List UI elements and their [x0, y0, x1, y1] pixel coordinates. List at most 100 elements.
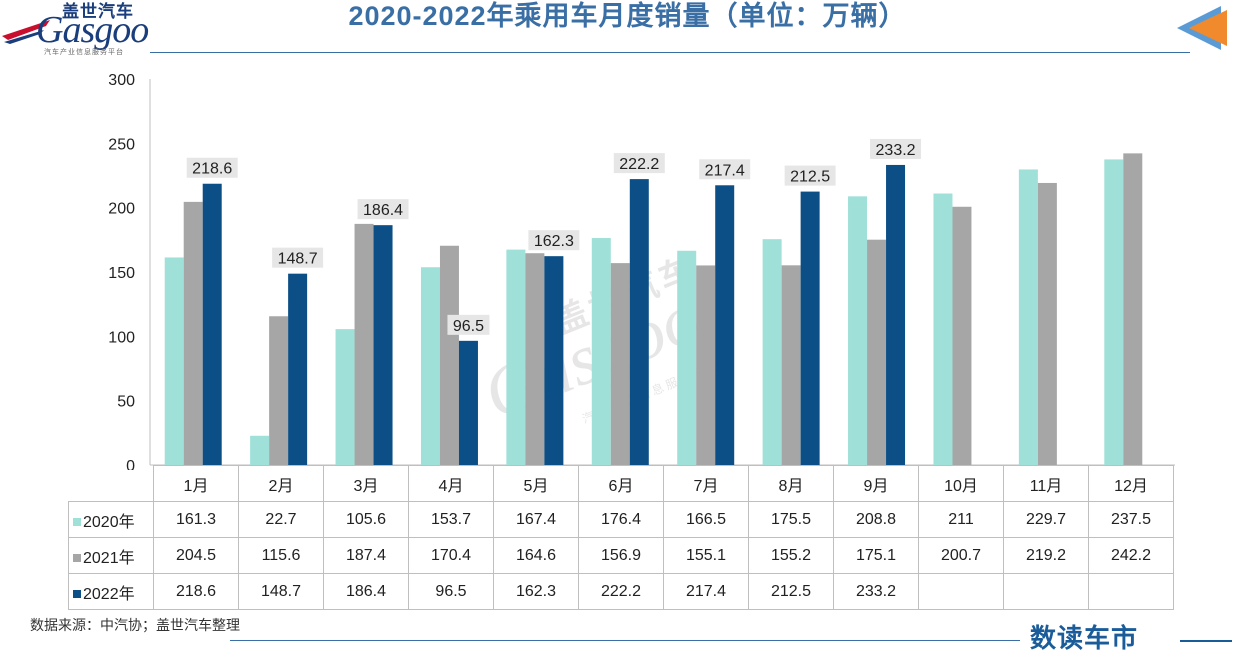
table-cell: 222.2	[578, 573, 664, 610]
table-cell: 156.9	[578, 537, 664, 574]
header-divider	[150, 52, 1190, 53]
legend-label: 2021年	[83, 549, 135, 567]
table-cell: 200.7	[918, 537, 1004, 574]
category-label: 7月	[663, 465, 749, 502]
y-tick-label: 250	[108, 136, 135, 153]
bar-2021年-5月	[525, 253, 545, 465]
bar-2021年-6月	[610, 263, 630, 465]
bar-2020年-12月	[1104, 159, 1124, 465]
data-label: 222.2	[619, 156, 659, 173]
table-cell	[1088, 573, 1174, 610]
table-cell: 153.7	[408, 501, 494, 538]
y-tick-label: 300	[108, 72, 135, 89]
table-cell: 166.5	[663, 501, 749, 538]
category-label: 3月	[323, 465, 409, 502]
bar-2020年-7月	[677, 250, 697, 465]
table-corner	[68, 465, 154, 502]
bar-2021年-3月	[354, 223, 374, 465]
table-cell: 115.6	[238, 537, 324, 574]
bar-2022年-3月	[373, 225, 393, 465]
category-label: 12月	[1088, 465, 1174, 502]
data-label-bg	[447, 314, 490, 335]
table-cell: 208.8	[833, 501, 919, 538]
y-tick-label: 150	[108, 265, 135, 282]
table-cell: 170.4	[408, 537, 494, 574]
data-label: 186.4	[363, 202, 403, 219]
data-label-bg	[357, 199, 409, 220]
legend-swatch-icon	[73, 518, 81, 527]
legend-entry: 2022年	[68, 573, 154, 610]
data-table: 1月 2月 3月 4月 5月 6月 7月 8月 9月 10月 11月 12月 2020年 161.3 22…	[68, 465, 1174, 610]
table-cell: 219.2	[1003, 537, 1089, 574]
table-cell: 211	[918, 501, 1004, 538]
legend-swatch-icon	[73, 590, 81, 599]
footer-brand: 数读车市	[1030, 623, 1139, 653]
data-label: 148.7	[278, 251, 318, 268]
category-label: 2月	[238, 465, 324, 502]
data-label-bg	[613, 153, 665, 174]
bar-2021年-7月	[696, 265, 716, 465]
category-label: 5月	[493, 465, 579, 502]
data-source-note: 数据来源：中汽协；盖世汽车整理	[30, 617, 240, 633]
category-label: 9月	[833, 465, 919, 502]
bar-2020年-11月	[1018, 169, 1038, 465]
table-header-row: 1月 2月 3月 4月 5月 6月 7月 8月 9月 10月 11月 12月	[68, 465, 1174, 502]
logo-subtitle: 汽车产业信息服务平台	[44, 49, 124, 56]
data-label-bg	[186, 157, 238, 178]
bar-2022年-5月	[544, 256, 564, 465]
logo-swoosh-icon	[2, 20, 50, 44]
bar-2021年-10月	[952, 206, 972, 466]
table-cell: 217.4	[663, 573, 749, 610]
back-arrow-icon[interactable]	[1175, 4, 1231, 52]
table-cell: 96.5	[408, 573, 494, 610]
table-cell: 233.2	[833, 573, 919, 610]
data-label: 233.2	[876, 142, 916, 159]
data-label-bg	[528, 230, 580, 251]
table-cell: 161.3	[153, 501, 239, 538]
legend-entry: 2021年	[68, 537, 154, 574]
bar-2021年-2月	[269, 316, 289, 465]
table-body: 2020年 161.3 22.7 105.6 153.7 167.4 176.4 166.5 1…	[68, 501, 1174, 610]
table-cell: 105.6	[323, 501, 409, 538]
y-tick-label: 200	[108, 201, 135, 218]
table-cell: 187.4	[323, 537, 409, 574]
table-cell: 237.5	[1088, 501, 1174, 538]
category-label: 6月	[578, 465, 664, 502]
bar-2021年-4月	[439, 245, 459, 465]
table-cell: 22.7	[238, 501, 324, 538]
logo-chinese-text: 盖世汽车	[62, 2, 134, 21]
data-label: 217.4	[705, 162, 745, 179]
legend-label: 2020年	[83, 513, 135, 531]
data-label-bg	[699, 159, 751, 180]
bar-2020年-2月	[250, 435, 270, 465]
table-cell: 176.4	[578, 501, 664, 538]
bar-2020年-6月	[591, 238, 611, 465]
bar-2020年-8月	[762, 239, 782, 465]
bar-2022年-8月	[800, 191, 820, 466]
table-row: 2021年 204.5 115.6 187.4 170.4 164.6 156.9 155.1…	[68, 537, 1174, 574]
table-cell: 242.2	[1088, 537, 1174, 574]
bar-2020年-3月	[335, 329, 355, 465]
data-labels-group: 218.6 148.7 186.4 96.5 162.3 222.2 217.4 212.5 2…	[186, 138, 922, 335]
gasgoo-logo: 盖世汽车 Gasgoo 汽车产业信息服务平台	[0, 0, 160, 62]
table-row: 2020年 161.3 22.7 105.6 153.7 167.4 176.4 166.5 1…	[68, 501, 1174, 538]
y-tick-label: 100	[108, 329, 135, 346]
bar-2022年-9月	[886, 164, 906, 465]
table-cell: 164.6	[493, 537, 579, 574]
logo-english-text: Gasgoo	[36, 9, 149, 51]
bar-2021年-1月	[183, 201, 203, 466]
table-cell: 212.5	[748, 573, 834, 610]
data-label: 162.3	[534, 233, 574, 250]
data-label: 96.5	[453, 318, 484, 335]
bar-2021年-11月	[1037, 182, 1057, 466]
table-cell: 155.2	[748, 537, 834, 574]
bar-2020年-4月	[420, 267, 440, 465]
bars-group	[164, 153, 1143, 466]
chart-title: 2020-2022年乘用车月度销量（单位：万辆）	[348, 1, 907, 31]
legend-entry: 2020年	[68, 501, 154, 538]
bar-2022年-7月	[715, 185, 735, 465]
table-cell: 162.3	[493, 573, 579, 610]
table-cell: 175.5	[748, 501, 834, 538]
bar-2020年-1月	[164, 257, 184, 465]
data-label-bg	[870, 138, 922, 159]
